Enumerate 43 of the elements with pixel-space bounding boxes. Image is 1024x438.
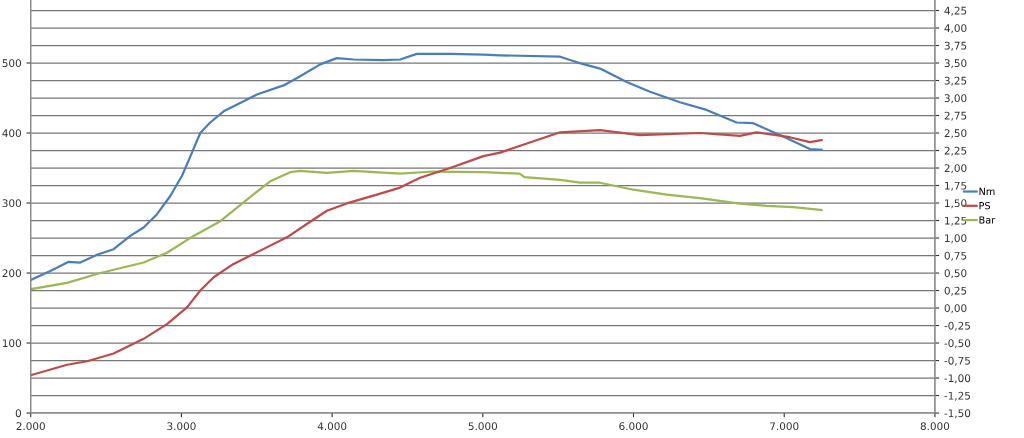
- line-series: [30, 169, 823, 291]
- x-tick-label: 6.000: [619, 422, 648, 431]
- y-tick-label: 400: [2, 129, 21, 138]
- y2-tick-label: 0,50: [944, 269, 967, 279]
- legend-label: Nm: [979, 187, 995, 195]
- y2-tick-label: 2,75: [944, 111, 967, 121]
- y2-tick-label: -1,25: [944, 391, 970, 401]
- y2-tick-label: 1,75: [945, 181, 967, 191]
- y-tick-label: 100: [2, 339, 21, 348]
- y2-tick-label: -1,00: [944, 374, 971, 384]
- y2-tick-label: 3,75: [944, 41, 967, 51]
- legend-label: PS: [979, 201, 991, 210]
- y2-tick-label: 3,50: [944, 59, 967, 69]
- y2-tick-label: 3,00: [944, 94, 967, 104]
- y2-tick-label: -0,50: [944, 339, 971, 349]
- y2-tick-label: 1,00: [945, 234, 967, 244]
- y2-tick-label: 4,25: [944, 6, 967, 16]
- y-tick-label: 500: [2, 59, 21, 68]
- y2-tick-label: 3,25: [944, 76, 967, 86]
- y2-tick-label: 2,25: [944, 146, 967, 156]
- y-tick-label: 0: [15, 409, 21, 418]
- x-tick-label: 8.000: [920, 422, 950, 431]
- y2-tick-label: 1,25: [945, 216, 967, 226]
- y2-tick-label: -0,75: [944, 356, 970, 366]
- y2-tick-label: 0,75: [944, 251, 967, 261]
- line-series: [30, 129, 823, 377]
- y2-tick-label: 2,00: [944, 164, 967, 174]
- legend-label: Bar: [979, 216, 996, 224]
- y2-tick-label: 2,50: [944, 129, 967, 139]
- y2-tick-label: -0,25: [944, 321, 970, 331]
- x-tick-label: 4.000: [317, 422, 347, 431]
- y-tick-label: 300: [2, 199, 21, 208]
- x-tick-label: 2.000: [16, 422, 45, 431]
- y2-tick-label: 1,50: [945, 199, 967, 209]
- y2-tick-label: -1,50: [944, 409, 971, 419]
- y2-tick-label: 4,00: [944, 24, 967, 34]
- line-series: [30, 52, 823, 282]
- x-tick-label: 7.000: [770, 422, 799, 431]
- y2-tick-label: 0,25: [944, 286, 967, 296]
- y-tick-label: 200: [2, 269, 21, 278]
- y2-tick-label: 0,00: [944, 304, 967, 314]
- x-tick-label: 5.000: [468, 422, 498, 431]
- x-tick-label: 3.000: [167, 422, 196, 431]
